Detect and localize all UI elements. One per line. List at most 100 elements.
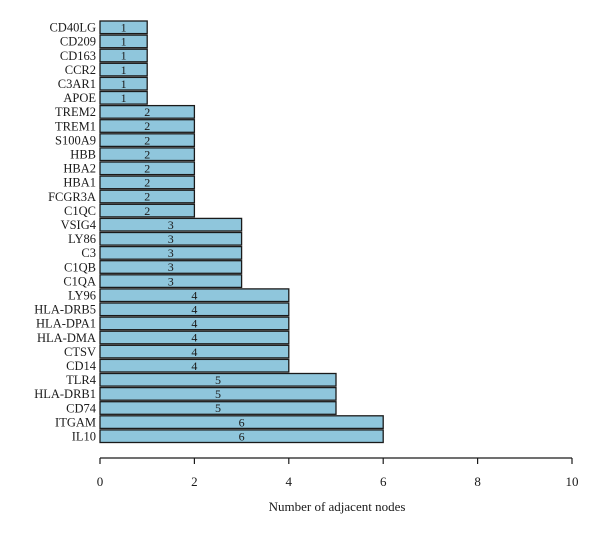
value-label: 3 xyxy=(168,218,174,232)
category-label: TLR4 xyxy=(66,373,97,387)
value-label: 6 xyxy=(239,415,245,429)
value-label: 5 xyxy=(215,401,221,415)
category-label: C3AR1 xyxy=(58,77,96,91)
x-tick-label: 6 xyxy=(380,474,387,489)
bar-hba1 xyxy=(99,175,196,190)
value-label: 2 xyxy=(144,190,150,204)
x-tick-label: 8 xyxy=(474,474,481,489)
bar-c1qc xyxy=(99,203,196,218)
value-label: 2 xyxy=(144,105,150,119)
category-label: CD40LG xyxy=(49,21,96,35)
value-label: 2 xyxy=(144,176,150,190)
value-label: 1 xyxy=(121,63,127,77)
bar-c1qb xyxy=(99,260,243,274)
category-label: CD74 xyxy=(66,401,97,415)
value-label: 2 xyxy=(144,204,150,218)
category-label: CD163 xyxy=(60,49,96,63)
value-label: 4 xyxy=(191,317,197,331)
value-label: 1 xyxy=(121,21,127,35)
bar-apoe xyxy=(99,90,148,105)
category-label: IL10 xyxy=(72,430,96,444)
value-label: 4 xyxy=(191,303,197,317)
value-label: 3 xyxy=(168,232,174,246)
bar-hbb xyxy=(99,147,196,162)
x-axis-title: Number of adjacent nodes xyxy=(269,499,406,514)
value-label: 3 xyxy=(168,246,174,260)
category-label: LY96 xyxy=(68,289,96,303)
bar-cd40lg xyxy=(99,20,148,35)
category-label: CD209 xyxy=(60,35,96,49)
bar-tlr4 xyxy=(99,372,337,387)
bar-cd209 xyxy=(99,34,148,49)
bar-cd163 xyxy=(99,48,148,63)
category-label: HLA-DRB5 xyxy=(34,303,96,317)
value-label: 3 xyxy=(168,260,174,274)
value-label: 4 xyxy=(191,288,197,302)
value-label: 1 xyxy=(121,49,127,63)
bar-vsig4 xyxy=(99,217,243,232)
bar-ctsv xyxy=(99,344,290,359)
bar-trem2 xyxy=(99,104,196,119)
bar-fcgr3a xyxy=(99,189,196,204)
category-label: C3 xyxy=(81,246,96,260)
x-tick-label: 4 xyxy=(286,474,293,489)
bar-hba2 xyxy=(99,161,196,176)
category-label: CD14 xyxy=(66,359,97,373)
category-label: HLA-DPA1 xyxy=(36,317,96,331)
bar-il10 xyxy=(99,429,384,444)
value-label: 3 xyxy=(168,274,174,288)
category-label: HLA-DRB1 xyxy=(34,387,96,401)
bar-ccr2 xyxy=(99,62,148,77)
category-label: C1QC xyxy=(64,204,96,218)
category-label: APOE xyxy=(63,91,96,105)
category-label: TREM2 xyxy=(55,105,96,119)
bar-trem1 xyxy=(99,119,196,133)
category-label: C1QA xyxy=(63,274,96,288)
bar-hla-drb5 xyxy=(99,302,290,317)
value-label: 5 xyxy=(215,373,221,387)
category-label: C1QB xyxy=(64,260,96,274)
bars-layer xyxy=(99,20,384,444)
bar-c3 xyxy=(99,245,243,260)
category-label: CCR2 xyxy=(65,63,96,77)
category-label: TREM1 xyxy=(55,119,96,133)
x-tick-label: 0 xyxy=(97,474,104,489)
value-label: 4 xyxy=(191,345,197,359)
category-label: ITGAM xyxy=(55,415,96,429)
bar-ly96 xyxy=(99,288,290,303)
value-label: 2 xyxy=(144,162,150,176)
bar-s100a9 xyxy=(99,133,196,148)
category-label: HLA-DMA xyxy=(37,331,96,345)
category-label: VSIG4 xyxy=(61,218,97,232)
value-label: 2 xyxy=(144,119,150,133)
value-label: 6 xyxy=(239,429,245,443)
bar-hla-drb1 xyxy=(99,386,337,401)
value-label: 1 xyxy=(121,77,127,91)
value-label: 1 xyxy=(121,91,127,105)
category-label: HBA2 xyxy=(63,162,96,176)
category-label: HBB xyxy=(70,148,96,162)
bar-hla-dma xyxy=(99,330,290,345)
category-label: S100A9 xyxy=(55,133,96,147)
bar-c1qa xyxy=(99,274,243,289)
x-tick-label: 2 xyxy=(191,474,198,489)
category-label: LY86 xyxy=(68,232,96,246)
value-label: 2 xyxy=(144,133,150,147)
bar-itgam xyxy=(99,415,384,430)
category-labels: CD40LGCD209CD163CCR2C3AR1APOETREM2TREM1S… xyxy=(34,21,97,444)
value-label: 5 xyxy=(215,387,221,401)
value-label: 4 xyxy=(191,331,197,345)
value-label: 2 xyxy=(144,147,150,161)
bar-ly86 xyxy=(99,231,243,246)
bar-cd74 xyxy=(99,401,337,415)
x-tick-label: 10 xyxy=(566,474,579,489)
value-label: 1 xyxy=(121,35,127,49)
bar-c3ar1 xyxy=(99,76,148,91)
category-label: FCGR3A xyxy=(48,190,96,204)
category-label: HBA1 xyxy=(63,176,96,190)
bar-cd14 xyxy=(99,358,290,373)
category-label: CTSV xyxy=(64,345,96,359)
x-axis: 0 2 4 6 8 10 xyxy=(97,457,579,489)
